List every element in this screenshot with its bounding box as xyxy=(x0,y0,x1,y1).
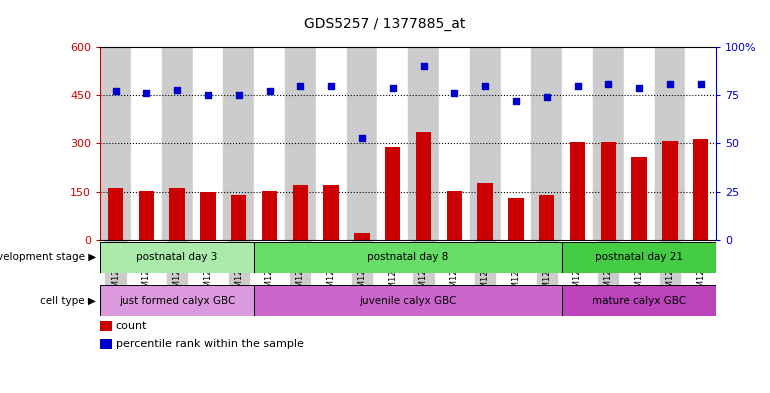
Bar xyxy=(200,192,216,240)
Bar xyxy=(447,191,462,240)
Bar xyxy=(439,47,470,240)
Point xyxy=(479,83,491,89)
Bar xyxy=(139,191,154,240)
Bar xyxy=(100,47,131,240)
Bar xyxy=(254,47,285,240)
Point xyxy=(510,98,522,104)
Text: percentile rank within the sample: percentile rank within the sample xyxy=(116,339,303,349)
Point xyxy=(356,134,368,141)
Bar xyxy=(254,242,562,273)
Bar xyxy=(685,47,716,240)
Bar xyxy=(562,285,716,316)
Bar xyxy=(169,188,185,240)
Text: count: count xyxy=(116,321,147,331)
Text: postnatal day 8: postnatal day 8 xyxy=(367,252,449,263)
Bar xyxy=(162,47,192,240)
Bar xyxy=(231,195,246,240)
Bar xyxy=(100,242,254,273)
Bar xyxy=(323,185,339,240)
Bar xyxy=(562,47,593,240)
Bar xyxy=(416,132,431,240)
Bar xyxy=(662,141,678,240)
Text: just formed calyx GBC: just formed calyx GBC xyxy=(119,296,236,306)
Bar xyxy=(477,183,493,240)
Point xyxy=(387,84,399,91)
Bar xyxy=(539,195,554,240)
Text: postnatal day 21: postnatal day 21 xyxy=(595,252,683,263)
Bar xyxy=(601,142,616,240)
Bar xyxy=(316,47,346,240)
Bar xyxy=(346,47,377,240)
Text: postnatal day 3: postnatal day 3 xyxy=(136,252,218,263)
Point xyxy=(233,92,245,98)
Bar xyxy=(223,47,254,240)
Point xyxy=(263,88,276,95)
Point xyxy=(448,90,460,97)
Bar xyxy=(470,47,500,240)
Text: juvenile calyx GBC: juvenile calyx GBC xyxy=(360,296,457,306)
Point xyxy=(541,94,553,100)
Bar xyxy=(531,47,562,240)
Text: development stage ▶: development stage ▶ xyxy=(0,252,96,263)
Bar xyxy=(500,47,531,240)
Point xyxy=(109,88,122,95)
Point xyxy=(695,81,707,87)
Bar xyxy=(254,285,562,316)
Text: mature calyx GBC: mature calyx GBC xyxy=(592,296,686,306)
Bar xyxy=(108,188,123,240)
Bar xyxy=(508,198,524,240)
Point xyxy=(171,86,183,93)
Bar xyxy=(100,285,254,316)
Bar xyxy=(562,242,716,273)
Point xyxy=(633,84,645,91)
Bar xyxy=(631,157,647,240)
Point xyxy=(202,92,214,98)
Bar xyxy=(192,47,223,240)
Bar xyxy=(570,143,585,240)
Point xyxy=(417,63,430,70)
Bar xyxy=(654,47,685,240)
Point xyxy=(294,83,306,89)
Bar xyxy=(131,47,162,240)
Bar xyxy=(262,191,277,240)
Bar xyxy=(693,139,708,240)
Bar xyxy=(408,47,439,240)
Point xyxy=(664,81,676,87)
Point xyxy=(602,81,614,87)
Point xyxy=(571,83,584,89)
Bar xyxy=(377,47,408,240)
Text: cell type ▶: cell type ▶ xyxy=(40,296,96,306)
Bar xyxy=(593,47,624,240)
Bar xyxy=(293,185,308,240)
Point xyxy=(140,90,152,97)
Bar xyxy=(354,233,370,240)
Bar xyxy=(285,47,316,240)
Text: GDS5257 / 1377885_at: GDS5257 / 1377885_at xyxy=(304,17,466,31)
Bar xyxy=(385,147,400,240)
Point xyxy=(325,83,337,89)
Bar xyxy=(624,47,654,240)
